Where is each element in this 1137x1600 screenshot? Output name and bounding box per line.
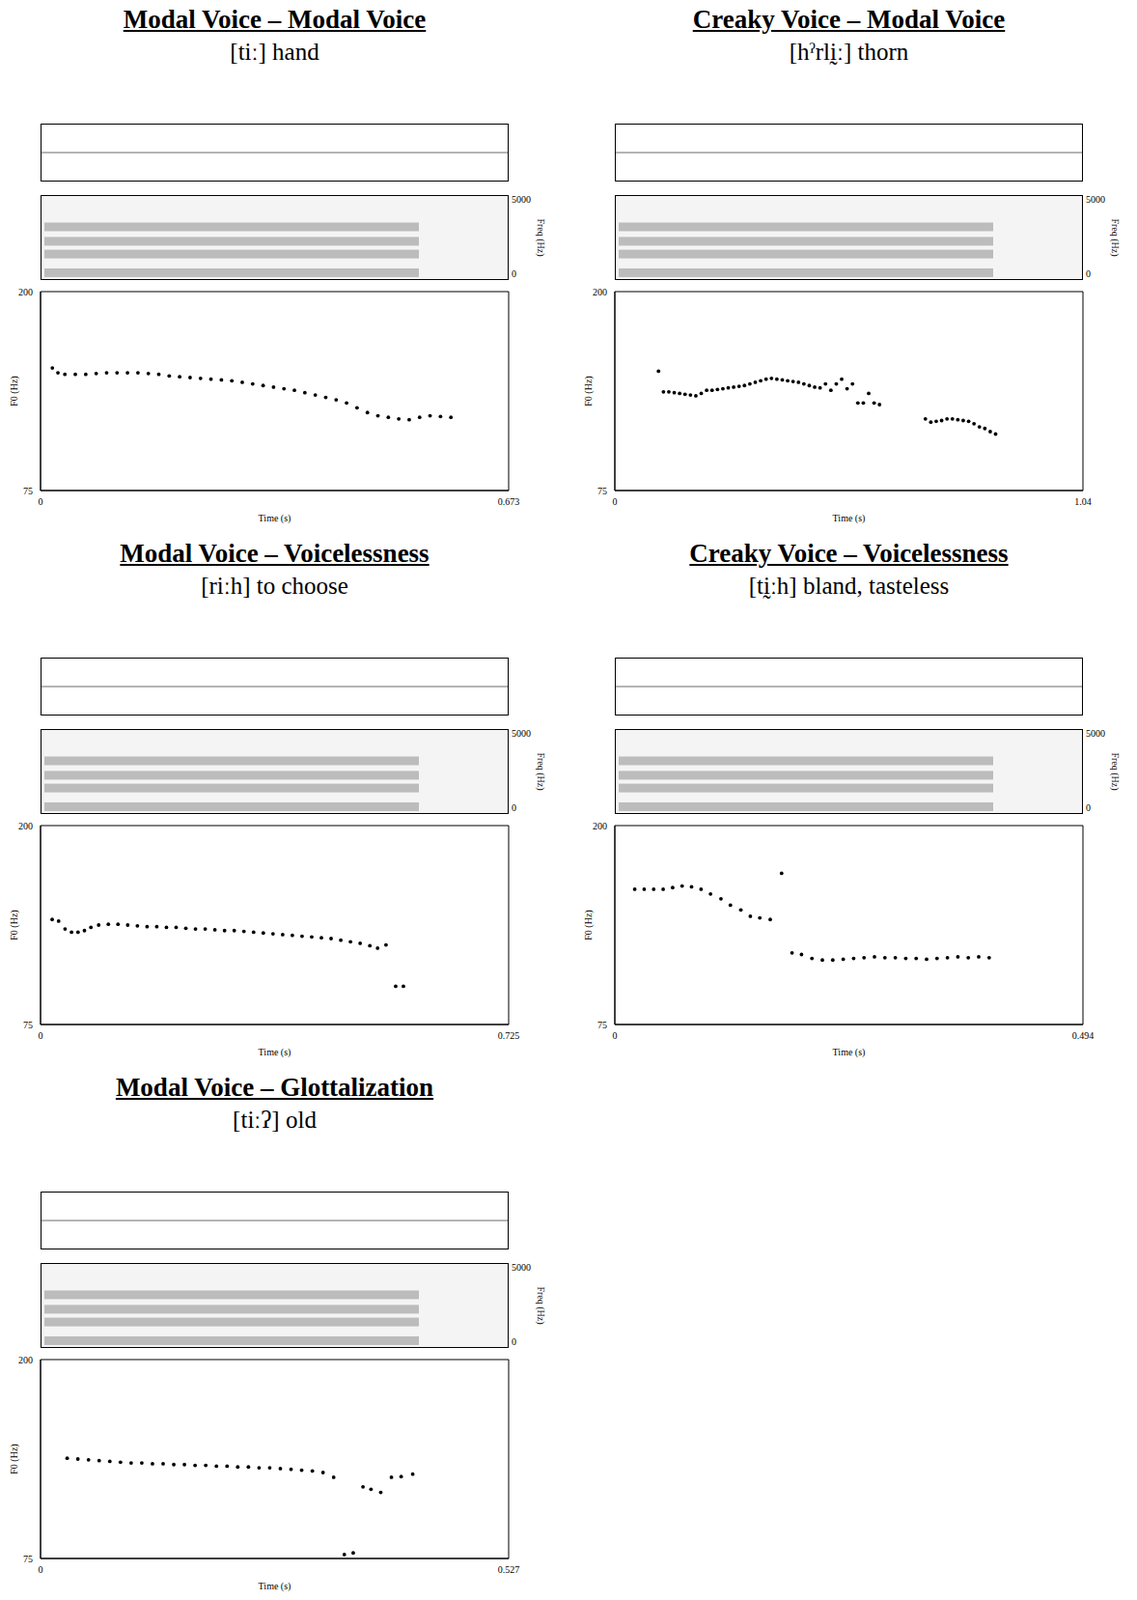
- svg-text:75: 75: [597, 1019, 608, 1030]
- svg-text:5000: 5000: [1085, 194, 1106, 205]
- svg-text:0.673: 0.673: [498, 496, 521, 507]
- svg-text:75: 75: [23, 1552, 33, 1564]
- svg-text:0: 0: [1085, 268, 1091, 279]
- svg-text:F0 (Hz): F0 (Hz): [9, 1442, 21, 1473]
- html-text:[tḭːh] bland, tasteless: [tḭːh] bland, tasteless: [748, 572, 950, 599]
- svg-text:F0 (Hz): F0 (Hz): [9, 909, 21, 940]
- svg-text:5000: 5000: [1085, 727, 1106, 739]
- svg-text:Time (s): Time (s): [258, 1046, 292, 1058]
- svg-text:Freq (Hz): Freq (Hz): [534, 1285, 547, 1324]
- html-text:Creaky Voice – Modal Voice: Creaky Voice – Modal Voice: [692, 4, 1006, 34]
- svg-text:F0 (Hz): F0 (Hz): [583, 909, 595, 940]
- html-text:[riːh] to choose: [riːh] to choose: [200, 572, 349, 599]
- svg-text:0: 0: [511, 1335, 517, 1347]
- svg-text:0: 0: [511, 802, 517, 813]
- svg-text:0: 0: [38, 1029, 44, 1041]
- svg-text:75: 75: [23, 485, 33, 497]
- svg-text:Time (s): Time (s): [832, 512, 866, 525]
- svg-text:Time (s): Time (s): [258, 512, 292, 525]
- svg-text:75: 75: [597, 485, 608, 497]
- svg-text:0: 0: [612, 496, 618, 507]
- svg-text:Freq (Hz): Freq (Hz): [1109, 751, 1121, 790]
- html-text:Modal Voice – Glottalization: Modal Voice – Glottalization: [115, 1072, 434, 1102]
- svg-text:0: 0: [38, 496, 44, 507]
- svg-text:5000: 5000: [511, 194, 531, 205]
- svg-text:0.494: 0.494: [1072, 1029, 1095, 1041]
- svg-text:Freq (Hz): Freq (Hz): [534, 218, 547, 256]
- svg-text:75: 75: [23, 1019, 33, 1030]
- html-text:Creaky Voice – Voicelessness: Creaky Voice – Voicelessness: [689, 538, 1009, 568]
- svg-text:200: 200: [18, 820, 33, 832]
- html-text:[tiː] hand: [tiː] hand: [230, 38, 320, 65]
- svg-text:F0 (Hz): F0 (Hz): [9, 375, 21, 406]
- svg-text:Freq (Hz): Freq (Hz): [1109, 218, 1121, 256]
- svg-text:Freq (Hz): Freq (Hz): [534, 751, 547, 790]
- svg-text:200: 200: [18, 286, 33, 298]
- svg-text:0.725: 0.725: [498, 1029, 521, 1041]
- svg-text:0.527: 0.527: [498, 1563, 521, 1575]
- svg-text:200: 200: [592, 286, 608, 298]
- svg-text:0: 0: [38, 1563, 44, 1575]
- svg-text:200: 200: [592, 820, 608, 832]
- svg-text:200: 200: [18, 1354, 33, 1365]
- svg-text:1.04: 1.04: [1074, 496, 1092, 507]
- svg-text:Time (s): Time (s): [258, 1580, 292, 1592]
- svg-text:0: 0: [1085, 802, 1091, 813]
- html-text:Modal Voice – Modal Voice: Modal Voice – Modal Voice: [123, 4, 426, 34]
- html-text:Modal Voice – Voicelessness: Modal Voice – Voicelessness: [120, 538, 430, 568]
- svg-text:5000: 5000: [511, 1261, 531, 1273]
- svg-text:5000: 5000: [511, 727, 531, 739]
- html-text:[tiːʔ] old: [tiːʔ] old: [232, 1106, 317, 1133]
- svg-text:F0 (Hz): F0 (Hz): [583, 375, 595, 406]
- svg-text:0: 0: [612, 1029, 618, 1041]
- svg-text:Time (s): Time (s): [832, 1046, 866, 1058]
- svg-text:0: 0: [511, 268, 517, 279]
- html-text:[hˀrlḭː] thorn: [hˀrlḭː] thorn: [789, 38, 909, 65]
